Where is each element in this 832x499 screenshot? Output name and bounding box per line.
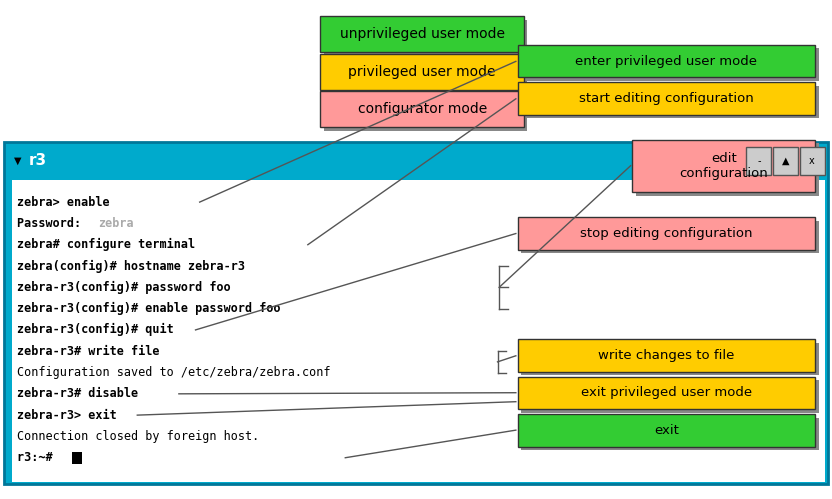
Text: exit privileged user mode: exit privileged user mode — [581, 386, 752, 400]
FancyBboxPatch shape — [521, 221, 819, 253]
Text: -: - — [757, 156, 760, 166]
Text: Connection closed by foreign host.: Connection closed by foreign host. — [17, 430, 259, 443]
Text: ▼: ▼ — [14, 156, 22, 166]
Text: Configuration saved to /etc/zebra/zebra.conf: Configuration saved to /etc/zebra/zebra.… — [17, 366, 330, 379]
FancyBboxPatch shape — [518, 339, 815, 372]
FancyBboxPatch shape — [518, 82, 815, 115]
FancyBboxPatch shape — [521, 48, 819, 81]
FancyBboxPatch shape — [320, 54, 524, 90]
FancyBboxPatch shape — [518, 217, 815, 250]
Text: configurator mode: configurator mode — [358, 102, 487, 116]
FancyBboxPatch shape — [521, 86, 819, 118]
FancyBboxPatch shape — [800, 147, 825, 175]
FancyBboxPatch shape — [632, 140, 815, 192]
Text: zebra-r3# disable: zebra-r3# disable — [17, 387, 138, 400]
FancyBboxPatch shape — [518, 45, 815, 77]
Text: unprivileged user mode: unprivileged user mode — [339, 27, 505, 41]
FancyBboxPatch shape — [4, 142, 828, 484]
FancyBboxPatch shape — [7, 180, 825, 482]
Text: zebra-r3> exit: zebra-r3> exit — [17, 409, 116, 422]
Text: privileged user mode: privileged user mode — [349, 65, 496, 79]
Text: edit
configuration: edit configuration — [680, 152, 768, 180]
FancyBboxPatch shape — [7, 180, 12, 482]
Text: write changes to file: write changes to file — [598, 349, 735, 362]
Text: Password:: Password: — [17, 217, 88, 230]
Text: enter privileged user mode: enter privileged user mode — [576, 54, 757, 68]
Text: zebra-r3(config)# enable password foo: zebra-r3(config)# enable password foo — [17, 302, 280, 315]
FancyBboxPatch shape — [636, 143, 819, 196]
Text: zebra-r3(config)# password foo: zebra-r3(config)# password foo — [17, 281, 230, 294]
Text: zebra-r3# write file: zebra-r3# write file — [17, 345, 159, 358]
FancyBboxPatch shape — [324, 20, 527, 56]
Text: start editing configuration: start editing configuration — [579, 92, 754, 105]
FancyBboxPatch shape — [521, 418, 819, 450]
FancyBboxPatch shape — [521, 343, 819, 375]
Text: stop editing configuration: stop editing configuration — [580, 227, 753, 240]
FancyBboxPatch shape — [521, 380, 819, 413]
Text: zebra> enable: zebra> enable — [17, 196, 109, 209]
Text: ▲: ▲ — [781, 156, 790, 166]
FancyBboxPatch shape — [518, 414, 815, 447]
FancyBboxPatch shape — [773, 147, 798, 175]
FancyBboxPatch shape — [324, 57, 527, 93]
Text: exit: exit — [654, 424, 679, 437]
Text: zebra: zebra — [98, 217, 134, 230]
FancyBboxPatch shape — [320, 16, 524, 52]
FancyBboxPatch shape — [518, 377, 815, 409]
Text: zebra-r3(config)# quit: zebra-r3(config)# quit — [17, 323, 173, 336]
FancyBboxPatch shape — [72, 452, 82, 464]
FancyBboxPatch shape — [746, 147, 771, 175]
Text: zebra# configure terminal: zebra# configure terminal — [17, 238, 195, 251]
Text: x: x — [810, 156, 815, 166]
Text: zebra(config)# hostname zebra-r3: zebra(config)# hostname zebra-r3 — [17, 259, 245, 272]
FancyBboxPatch shape — [324, 95, 527, 131]
FancyBboxPatch shape — [320, 91, 524, 127]
Text: r3: r3 — [29, 153, 47, 169]
Text: r3:~#: r3:~# — [17, 451, 59, 464]
